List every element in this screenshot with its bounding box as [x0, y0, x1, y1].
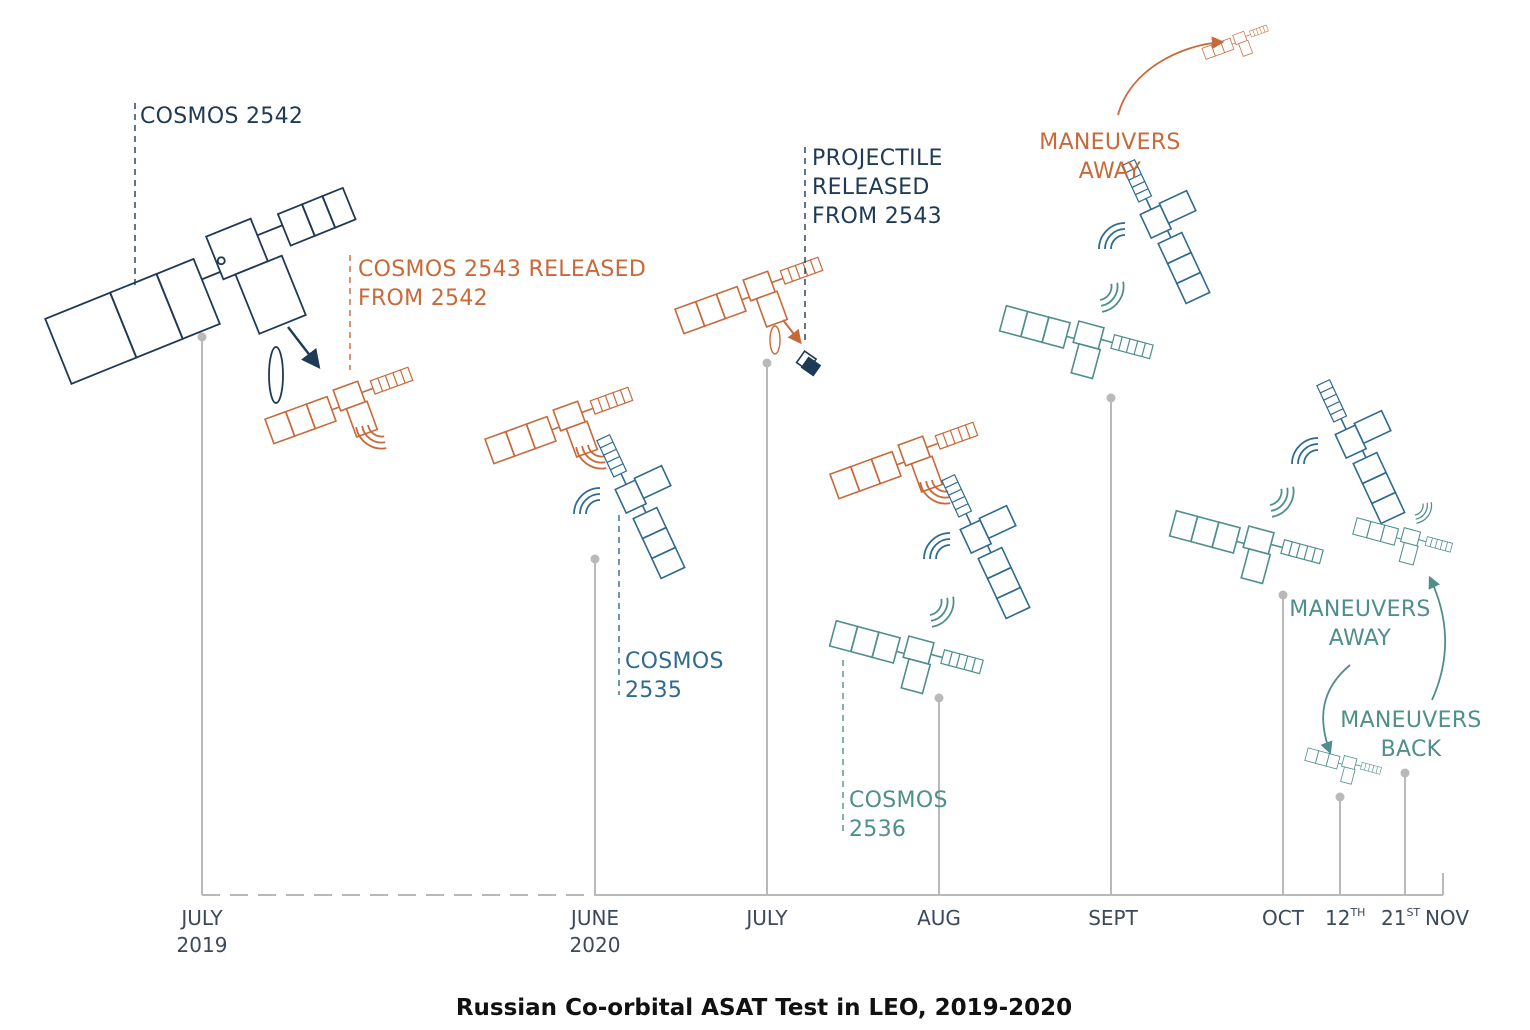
tick-label-21st: 21ST	[1381, 906, 1420, 930]
tick-label-2020: 2020	[570, 933, 621, 957]
stem-dot	[1106, 393, 1116, 403]
cosmos-2535-satellite-oct	[1291, 364, 1426, 526]
figure-title: Russian Co-orbital ASAT Test in LEO, 201…	[456, 995, 1072, 1021]
cosmos-2542-satellite	[44, 103, 357, 404]
teal-maneuver-arrows	[1320, 575, 1447, 755]
cosmos-2535-satellite-june	[573, 419, 706, 695]
tick-label-12th: 12TH	[1325, 906, 1365, 930]
label-cosmos-2543-released-line2: FROM 2542	[358, 286, 488, 311]
cosmos-2543-satellite-june	[482, 382, 646, 486]
tick-label-2019: 2019	[177, 933, 228, 957]
tick-label-oct: OCT	[1262, 906, 1305, 930]
stem-dot	[1335, 792, 1345, 802]
label-cosmos-2536-line1: COSMOS	[849, 788, 948, 813]
cosmos-2536-satellite-sept	[993, 280, 1156, 393]
cosmos-2536-satellite-oct	[1163, 485, 1326, 598]
cosmos-2536-satellite-small-21st	[1348, 501, 1454, 574]
axis-labels: JULY 2019 JUNE 2020 JULY AUG SEPT OCT 12…	[177, 906, 1470, 957]
label-maneuvers-back-line1: MANEUVERS	[1340, 708, 1481, 733]
label-cosmos-2535-line2: 2535	[625, 678, 682, 703]
label-projectile-line1: PROJECTILE	[812, 146, 943, 171]
stem-dot	[590, 554, 600, 564]
stem-dot	[197, 332, 207, 342]
label-maneuvers-away-teal-line2: AWAY	[1329, 626, 1392, 651]
tick-label-aug: AUG	[917, 906, 961, 930]
cosmos-2543-maneuvers-away	[1117, 22, 1275, 116]
stem-dot	[934, 693, 944, 703]
label-cosmos-2535-line1: COSMOS	[625, 649, 724, 674]
label-maneuvers-away-orange-line1: MANEUVERS	[1039, 130, 1180, 155]
label-maneuvers-away-teal-line1: MANEUVERS	[1289, 597, 1430, 622]
timeline-axis	[202, 873, 1444, 896]
cosmos-2536-satellite-aug	[823, 595, 986, 835]
tick-label-july-2019: JULY	[179, 906, 223, 930]
tick-label-sept: SEPT	[1088, 906, 1138, 930]
cosmos-2543-projectile-release	[672, 252, 836, 356]
label-projectile-line3: FROM 2543	[812, 204, 942, 229]
stem-dot	[762, 358, 772, 368]
label-cosmos-2542: COSMOS 2542	[140, 104, 303, 129]
cosmos-2543-satellite-1	[262, 255, 426, 466]
event-stems	[197, 332, 1410, 895]
label-cosmos-2536-line2: 2536	[849, 817, 906, 842]
label-maneuvers-away-orange-line2: AWAY	[1079, 159, 1142, 184]
stem-dot	[1400, 768, 1410, 778]
tick-label-nov: NOV	[1425, 906, 1469, 930]
label-maneuvers-back-line2: BACK	[1381, 737, 1442, 762]
label-projectile-line2: RELEASED	[812, 175, 930, 200]
tick-label-june: JUNE	[569, 906, 619, 930]
stem-dot	[1278, 590, 1288, 600]
label-cosmos-2543-released-line1: COSMOS 2543 RELEASED	[358, 257, 646, 282]
tick-label-july: JULY	[744, 906, 788, 930]
projectile-icon	[795, 349, 822, 377]
cosmos-2536-satellite-small-12th	[1301, 745, 1383, 792]
cosmos-2543-satellite-aug	[827, 417, 991, 521]
